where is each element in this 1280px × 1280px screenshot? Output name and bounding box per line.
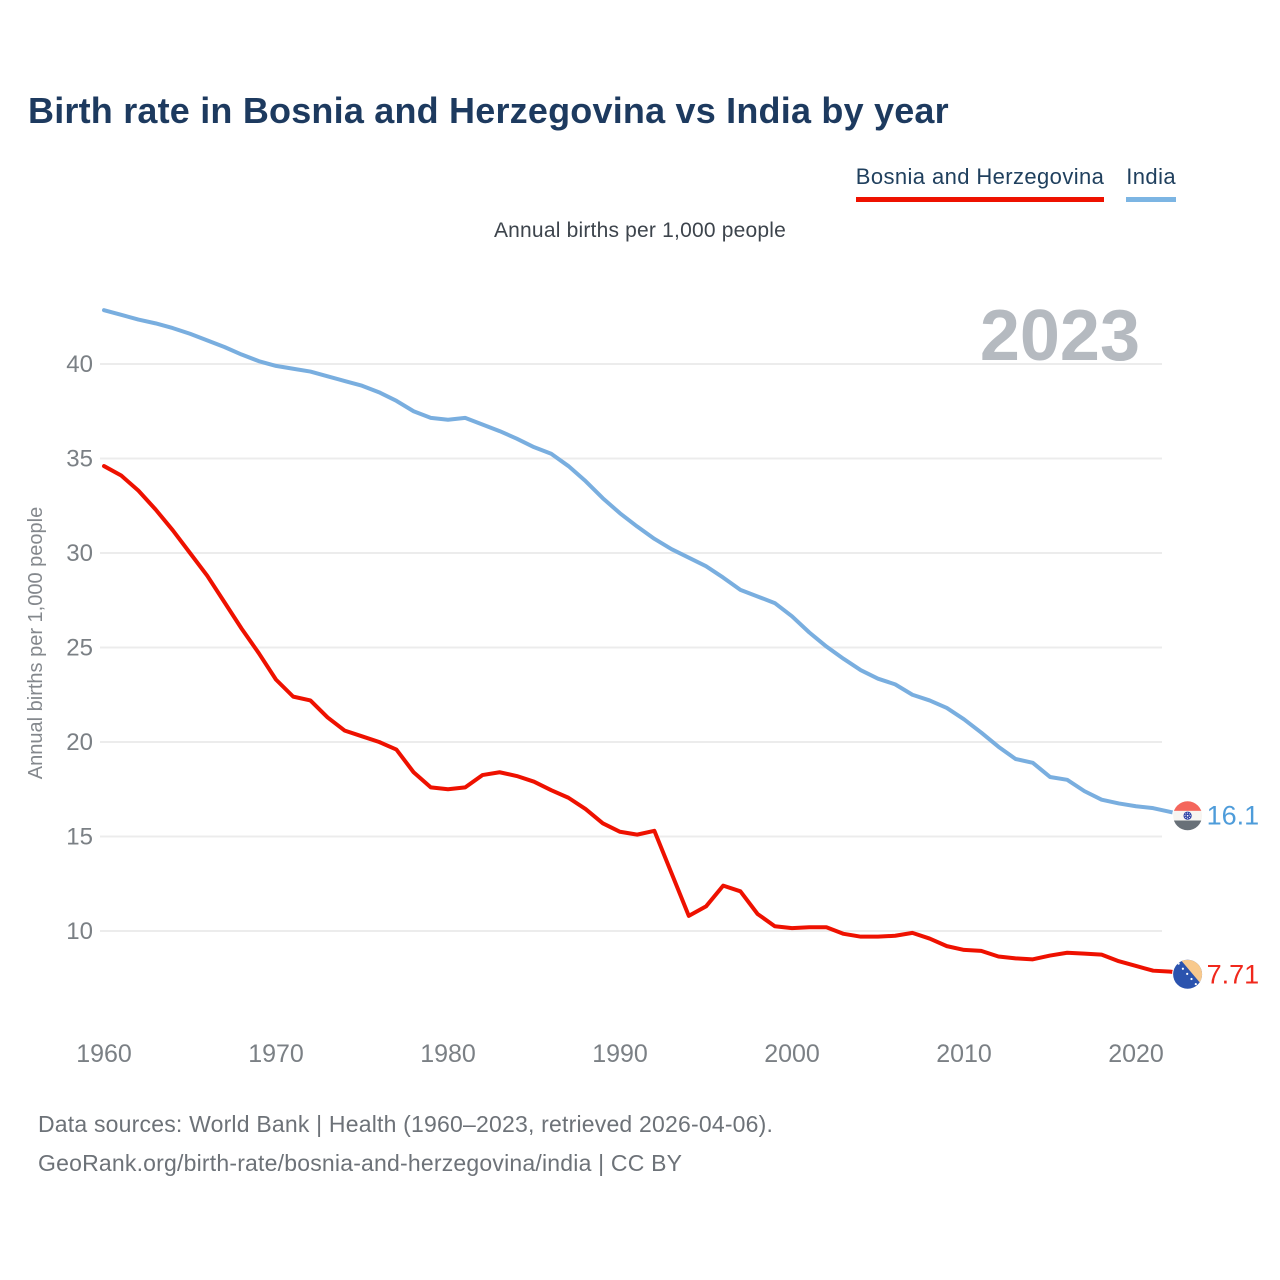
chart-footer: Data sources: World Bank | Health (1960–…: [38, 1105, 773, 1183]
x-tick-label: 1970: [248, 1040, 304, 1068]
x-tick-label: 1960: [76, 1040, 132, 1068]
x-tick-label: 2010: [936, 1040, 992, 1068]
y-tick-label: 25: [66, 635, 93, 662]
y-axis-title: Annual births per 1,000 people: [25, 507, 47, 779]
series-end-value-bosnia: 7.71: [1207, 959, 1260, 989]
page-title: Birth rate in Bosnia and Herzegovina vs …: [28, 90, 949, 131]
chart-subtitle: Annual births per 1,000 people: [493, 219, 787, 242]
x-tick-label: 1990: [592, 1040, 648, 1068]
x-tick-label: 1980: [420, 1040, 476, 1068]
series-line-india[interactable]: [102, 308, 1190, 818]
y-tick-label: 40: [66, 351, 93, 378]
bosnia-flag-icon: [1173, 959, 1203, 989]
chart-watermark-year: 2023: [980, 296, 1140, 376]
x-tick-label: 2020: [1108, 1040, 1164, 1068]
y-tick-label: 30: [66, 540, 93, 567]
chart-legend: Bosnia and Herzegovina India: [855, 164, 1176, 202]
series-end-value-india: 16.1: [1207, 801, 1260, 831]
data-sources-text: Data sources: World Bank | Health (1960–…: [38, 1111, 774, 1137]
y-tick-label: 20: [66, 729, 93, 756]
legend-item-india[interactable]: India: [1126, 164, 1176, 202]
y-tick-label: 35: [66, 446, 93, 473]
india-flag-icon: [1173, 801, 1203, 831]
x-tick-label: 2000: [764, 1040, 820, 1068]
y-tick-label: 15: [66, 824, 93, 851]
series-line-bosnia[interactable]: [102, 464, 1190, 977]
y-tick-label: 10: [66, 918, 93, 945]
chart-svg: 40 35 30 25 20 15 10 2023 1960 1970 1980 1990 2000 20…: [25, 296, 1260, 1068]
legend-item-bosnia-and-herzegovina[interactable]: Bosnia and Herzegovina: [855, 164, 1105, 202]
attribution-text: GeoRank.org/birth-rate/bosnia-and-herzeg…: [38, 1150, 683, 1176]
